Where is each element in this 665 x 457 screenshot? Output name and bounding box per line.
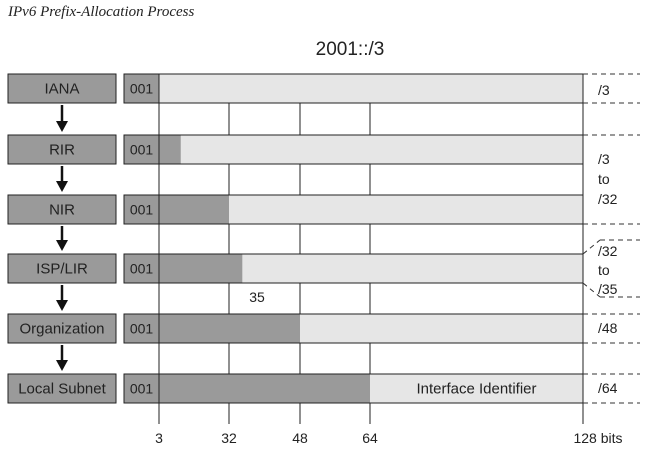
dashed-guide-isp-top-slant: [582, 239, 601, 255]
flow-arrows: [56, 105, 68, 371]
range-label-isp-end: /35: [598, 281, 618, 297]
row-nir: NIR 001: [7, 194, 584, 225]
fixed-bits-segment-isp-lir: [124, 254, 159, 283]
range-label-isp-from: /32: [598, 243, 618, 259]
level-box-nir: [7, 194, 117, 225]
bit-boundary-lines: [158, 74, 584, 424]
prefix-segment-nir: [159, 195, 229, 224]
level-name-nir: NIR: [49, 202, 75, 219]
level-box-organization: [7, 313, 117, 344]
row-organization: Organization 001: [7, 313, 584, 344]
prefix-segment-local-subnet: [159, 374, 370, 403]
interface-identifier-label: Interface Identifier: [416, 381, 536, 398]
bar-outline-rir: [123, 134, 584, 165]
level-name-local-subnet: Local Subnet: [18, 381, 106, 398]
arrow-head: [56, 181, 68, 192]
range-label-rir-nir-from: /3: [598, 151, 610, 167]
side-label-iana: /3: [598, 82, 610, 98]
fixed-bits-label-isp-lir: 001: [130, 261, 154, 277]
axis-tick-48: 48: [292, 430, 308, 446]
dashed-guides: [582, 73, 640, 404]
row-isp-lir: ISP/LIR 001: [7, 253, 584, 284]
bar-background-iana: [124, 74, 583, 103]
range-label-rir-nir-end: /32: [598, 191, 618, 207]
isp-marker-label: 35: [249, 289, 265, 305]
down-arrow-icon: [56, 285, 68, 311]
down-arrow-icon: [56, 345, 68, 371]
fixed-bits-segment-local-subnet: [124, 374, 159, 403]
level-box-rir: [7, 134, 117, 165]
bar-background-rir: [124, 135, 583, 164]
fixed-bits-label-rir: 001: [130, 142, 154, 158]
level-box-isp-lir: [7, 253, 117, 284]
level-name-rir: RIR: [49, 142, 75, 159]
level-name-isp-lir: ISP/LIR: [36, 261, 88, 278]
range-label-isp-to: to: [598, 262, 610, 278]
prefix-segment-rir: [159, 135, 181, 164]
row-rir: RIR 001: [7, 134, 584, 165]
bar-outline-organization: [123, 313, 584, 344]
prefix-segment-isp-lir: [159, 254, 243, 283]
axis-tick-64: 64: [362, 430, 378, 446]
arrow-head: [56, 240, 68, 251]
range-label-rir-nir-to: to: [598, 171, 610, 187]
fixed-bits-segment-rir: [124, 135, 159, 164]
fixed-bits-label-iana: 001: [130, 81, 154, 97]
fixed-bits-label-organization: 001: [130, 321, 154, 337]
level-box-iana: [7, 73, 117, 104]
dashed-guide-isp-bottom-slant: [582, 282, 601, 298]
axis-tick-3: 3: [155, 430, 163, 446]
bar-outline-iana: [123, 73, 584, 104]
fixed-bits-label-nir: 001: [130, 202, 154, 218]
level-name-iana: IANA: [44, 81, 79, 98]
row-local-subnet: Local Subnet 001 Interface Identifier: [7, 373, 584, 404]
down-arrow-icon: [56, 105, 68, 132]
arrow-head: [56, 360, 68, 371]
side-label-organization: /48: [598, 320, 618, 336]
fixed-bits-segment-iana: [124, 74, 159, 103]
down-arrow-icon: [56, 166, 68, 192]
bar-outline-isp-lir: [123, 253, 584, 284]
level-box-local-subnet: [7, 373, 117, 404]
fixed-bits-segment-organization: [124, 314, 159, 343]
prefix-heading: 2001::/3: [316, 39, 385, 60]
figure-title: IPv6 Prefix-Allocation Process: [8, 4, 195, 20]
bar-outline-local-subnet: [123, 373, 584, 404]
arrow-head: [56, 300, 68, 311]
side-label-local-subnet: /64: [598, 380, 618, 396]
down-arrow-icon: [56, 226, 68, 251]
axis-tick-128-bits: 128 bits: [573, 430, 622, 446]
arrow-head: [56, 121, 68, 132]
fixed-bits-segment-nir: [124, 195, 159, 224]
level-name-organization: Organization: [19, 321, 104, 338]
row-iana: IANA 001: [7, 73, 584, 104]
bar-outline-nir: [123, 194, 584, 225]
prefix-segment-organization: [159, 314, 300, 343]
axis-tick-32: 32: [221, 430, 237, 446]
fixed-bits-label-local-subnet: 001: [130, 381, 154, 397]
